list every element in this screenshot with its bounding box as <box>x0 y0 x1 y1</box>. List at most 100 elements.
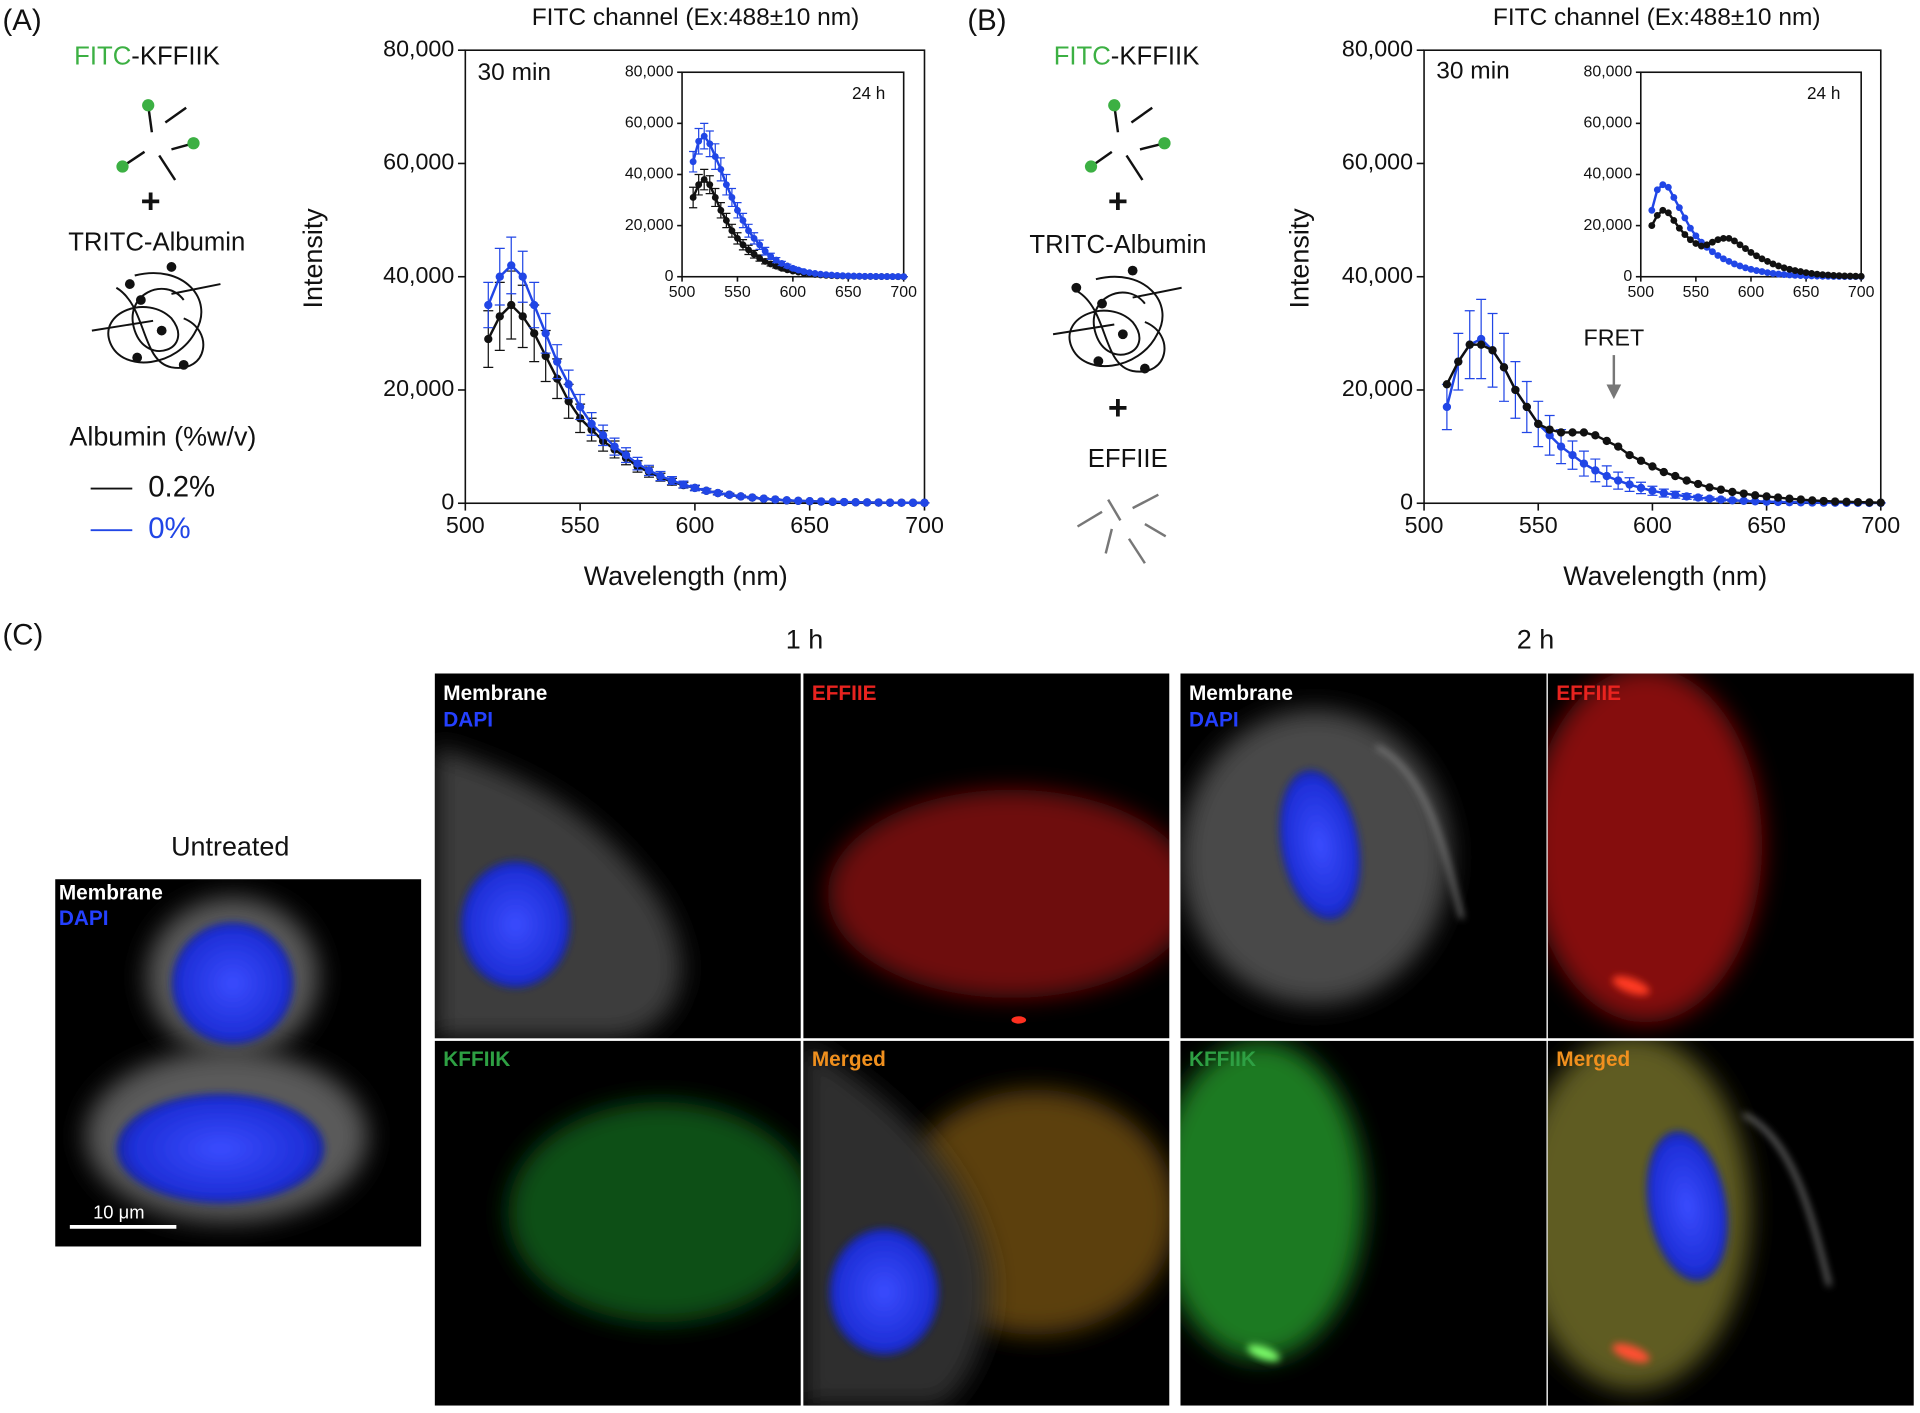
data-point <box>1602 471 1611 481</box>
data-point <box>1488 346 1497 355</box>
data-point <box>1786 265 1793 273</box>
data-point <box>1764 257 1771 265</box>
channel-label: KFFIIK <box>443 1048 510 1071</box>
effiie-label: EFFIIE <box>1088 445 1168 473</box>
albumin-dots <box>124 262 189 370</box>
data-point <box>851 498 860 507</box>
data-point <box>1614 476 1623 485</box>
data-point <box>1736 262 1744 270</box>
data-point <box>484 300 493 310</box>
x-tick-label: 650 <box>1793 284 1820 301</box>
data-point <box>1819 271 1827 279</box>
albumin-icon <box>91 272 221 369</box>
fitc-text: FITC <box>74 42 131 70</box>
data-point <box>1568 428 1577 437</box>
time-label: 1 h <box>786 625 823 655</box>
data-point <box>778 260 786 267</box>
data-point <box>756 254 764 262</box>
data-point <box>794 496 803 505</box>
data-point <box>530 300 539 310</box>
data-point <box>1830 272 1838 279</box>
micrograph: KFFIIK <box>1180 1040 1547 1406</box>
data-point <box>878 273 885 280</box>
data-point <box>748 493 757 502</box>
y-tick-label: 80,000 <box>383 35 454 61</box>
data-point <box>1775 270 1782 278</box>
data-point <box>1664 209 1672 217</box>
data-point <box>1773 493 1783 502</box>
x-tick-label: 700 <box>1848 284 1875 301</box>
data-point <box>772 262 780 270</box>
data-point <box>920 498 929 508</box>
data-point <box>1670 194 1678 201</box>
data-point <box>700 132 708 140</box>
data-point <box>1725 234 1733 242</box>
data-point <box>844 272 852 280</box>
plot-frame <box>681 71 905 278</box>
data-point <box>1692 232 1700 240</box>
data-point <box>789 264 797 272</box>
data-point <box>1747 265 1755 273</box>
data-point <box>739 241 747 249</box>
y-tick-label: 60,000 <box>1342 149 1413 175</box>
data-point <box>1808 269 1816 277</box>
albumin-label: TRITC-Albumin <box>1029 231 1206 259</box>
peptide-icon <box>121 105 194 181</box>
data-point <box>1747 249 1755 256</box>
peptide-text: -KFFIIK <box>1111 42 1200 70</box>
data-point <box>656 471 665 481</box>
data-point <box>750 234 758 242</box>
data-point <box>778 264 786 272</box>
data-point <box>1648 486 1657 495</box>
y-tick-label: 20,000 <box>1342 375 1413 401</box>
x-axis-label: Wavelength (nm) <box>1563 561 1767 591</box>
data-point <box>811 269 819 277</box>
data-point <box>1697 242 1705 250</box>
callout-label: FRET <box>1583 324 1644 350</box>
data-point <box>1813 270 1821 278</box>
data-point <box>1682 492 1691 501</box>
data-point <box>1659 206 1667 214</box>
data-point <box>621 450 631 460</box>
channel-label: Merged <box>1556 1048 1630 1071</box>
data-point <box>1796 495 1806 504</box>
channel-label: Merged <box>812 1048 886 1071</box>
data-point <box>728 194 736 201</box>
data-point <box>1753 267 1760 275</box>
panel-label: (C) <box>2 618 43 651</box>
x-tick-label: 500 <box>1405 512 1444 538</box>
data-point <box>598 431 608 440</box>
data-point <box>1742 264 1749 272</box>
data-point <box>736 492 745 501</box>
fitc-dots <box>1084 99 1171 173</box>
data-point <box>717 206 725 214</box>
chart: 0 20,000 40,000 60,000 80,000 500 550 600 650 700… <box>1584 63 1875 301</box>
data-point <box>745 246 752 254</box>
data-point <box>1785 494 1794 503</box>
data-point <box>1780 264 1788 272</box>
data-point <box>1808 496 1817 505</box>
data-point <box>1728 487 1737 497</box>
data-point <box>706 181 714 189</box>
data-point <box>1602 436 1611 446</box>
peptide-text: -KFFIIK <box>131 42 220 70</box>
data-point <box>518 312 527 321</box>
chart-title: FITC channel (Ex:488±10 nm) <box>1493 4 1821 31</box>
data-point <box>1775 262 1782 270</box>
data-point <box>1758 255 1766 263</box>
data-point <box>1705 494 1714 503</box>
channel-label: KFFIIK <box>1189 1048 1256 1071</box>
data-point <box>587 419 596 429</box>
data-point <box>1708 238 1716 246</box>
data-point <box>889 273 897 280</box>
data-point <box>1671 471 1680 481</box>
data-point <box>1786 271 1793 279</box>
y-tick-label: 20,000 <box>383 375 454 401</box>
data-point <box>1842 497 1851 506</box>
y-tick-label: 60,000 <box>1584 115 1633 132</box>
untreated-label: Untreated <box>171 832 289 862</box>
data-point <box>833 272 841 279</box>
data-point <box>1675 224 1683 232</box>
data-point <box>1780 271 1788 278</box>
micrograph: Membrane DAPI <box>434 673 801 1039</box>
